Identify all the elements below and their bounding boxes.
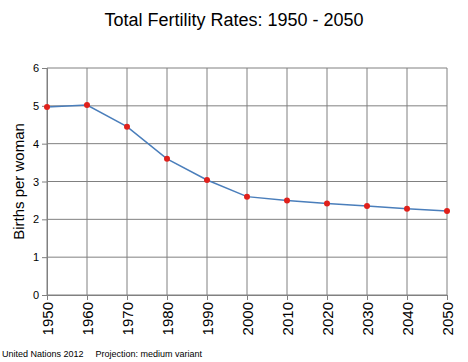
grid-line <box>287 68 288 295</box>
tick: 2050 <box>439 295 456 335</box>
grid-line <box>327 68 328 295</box>
tick-label: 1990 <box>199 302 216 335</box>
y-axis: 0 1 2 3 4 5 6 <box>33 62 48 301</box>
marker <box>284 197 290 203</box>
plot: 0 1 2 3 4 5 6 1950 1960 1970 1980 1990 2000 2010 2020 2… <box>33 62 456 335</box>
axis-line <box>42 69 48 296</box>
tick-mark <box>167 295 168 300</box>
tick: 1950 <box>39 295 56 335</box>
tick: 1 <box>33 251 47 263</box>
tick-label: 2040 <box>399 302 416 335</box>
tick: 2020 <box>319 295 336 335</box>
tick-mark <box>287 295 288 300</box>
grid-line <box>447 68 448 295</box>
tick-label: 2030 <box>359 302 376 335</box>
x-axis: 1950 1960 1970 1980 1990 2000 2010 2020 2030 2040… <box>39 295 456 335</box>
tick-mark <box>87 295 88 300</box>
line <box>47 105 447 211</box>
tick: 1970 <box>119 295 136 335</box>
grid-line <box>367 68 368 295</box>
annotation: Projection: medium variant <box>96 349 203 359</box>
grid-line <box>87 68 88 295</box>
tick: 2010 <box>279 295 296 335</box>
chart: Total Fertility Rates: 1950 - 2050 0 1 2 3 4 5… <box>0 0 468 362</box>
tick-label: 0 <box>33 289 39 301</box>
tick-label: 1970 <box>119 302 136 335</box>
tick-label: 1950 <box>39 302 56 335</box>
tick-label: 1 <box>33 251 39 263</box>
grid-line <box>407 68 408 295</box>
grid <box>47 68 447 295</box>
tick-mark <box>42 257 47 258</box>
marker <box>44 104 50 110</box>
tick: 4 <box>33 138 47 150</box>
tick-mark <box>42 182 47 183</box>
tick: 3 <box>33 176 47 188</box>
grid-line <box>167 68 168 295</box>
marker <box>244 194 250 200</box>
tick: 1960 <box>79 295 96 335</box>
y-axis-title: Births per woman <box>10 123 27 240</box>
annotation: United Nations 2012 <box>2 349 84 359</box>
tick-label: 5 <box>33 100 39 112</box>
tick: 2000 <box>239 295 256 335</box>
title: Total Fertility Rates: 1950 - 2050 <box>104 10 363 30</box>
tick-label: 6 <box>33 62 39 74</box>
marker <box>204 177 210 183</box>
tick-label: 1960 <box>79 302 96 335</box>
tick: 2040 <box>399 295 416 335</box>
tick: 1980 <box>159 295 176 335</box>
tick-mark <box>207 295 208 300</box>
tick-mark <box>47 295 48 300</box>
tick-mark <box>447 295 448 300</box>
marker <box>164 156 170 162</box>
tick-mark <box>42 219 47 220</box>
tick: 2 <box>33 213 47 225</box>
tick-label: 2000 <box>239 302 256 335</box>
tick-mark <box>367 295 368 300</box>
tick-mark <box>127 295 128 300</box>
tick-mark <box>407 295 408 300</box>
tick-mark <box>327 295 328 300</box>
tick-label: 3 <box>33 176 39 188</box>
tick: 0 <box>33 289 47 301</box>
tick: 6 <box>33 62 47 74</box>
grid-line <box>247 68 248 295</box>
tick: 1990 <box>199 295 216 335</box>
tick-label: 2 <box>33 213 39 225</box>
tick-label: 4 <box>33 138 39 150</box>
series-group <box>44 102 450 214</box>
marker <box>444 208 450 214</box>
tick-label: 2020 <box>319 302 336 335</box>
marker <box>404 206 410 212</box>
tick-mark <box>42 68 47 69</box>
tick-label: 1980 <box>159 302 176 335</box>
tick-mark <box>247 295 248 300</box>
marker <box>124 124 130 130</box>
tick: 2030 <box>359 295 376 335</box>
tick-mark <box>42 144 47 145</box>
marker <box>324 200 330 206</box>
grid-line <box>127 68 128 295</box>
tick-mark <box>42 295 47 296</box>
marker <box>364 203 370 209</box>
axis-line <box>48 296 448 301</box>
tick-label: 2050 <box>439 302 456 335</box>
tick-label: 2010 <box>279 302 296 335</box>
marker <box>84 102 90 108</box>
